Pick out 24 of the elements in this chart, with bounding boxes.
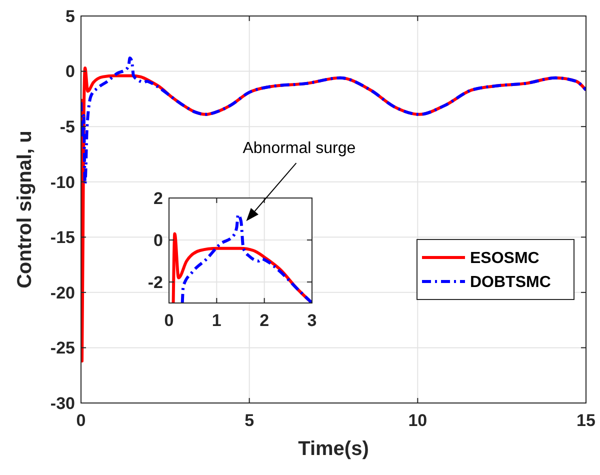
legend-label: ESOSMC bbox=[470, 250, 540, 268]
y-tick-label: -20 bbox=[50, 283, 75, 302]
line-series bbox=[180, 213, 312, 303]
x-tick-label: 2 bbox=[260, 311, 270, 330]
y-tick-label: -5 bbox=[60, 118, 75, 137]
line-series bbox=[81, 56, 586, 186]
y-tick-label: -25 bbox=[50, 338, 75, 358]
y-tick-label: 0 bbox=[66, 62, 75, 82]
x-tick-label: 15 bbox=[576, 411, 596, 430]
y-tick-label: 5 bbox=[66, 6, 75, 26]
x-tick-label: 10 bbox=[408, 411, 428, 430]
x-axis-title: Time(s) bbox=[298, 438, 369, 460]
y-tick-label: -10 bbox=[50, 172, 75, 192]
y-tick-label: -30 bbox=[50, 394, 75, 413]
annotation: Abnormal surge bbox=[242, 140, 356, 158]
x-tick-label: 1 bbox=[212, 311, 222, 330]
y-tick-label: 0 bbox=[154, 230, 163, 250]
y-tick-label: -2 bbox=[148, 272, 163, 292]
y-axis-title: Control signal, u bbox=[14, 130, 36, 288]
y-tick-label: -15 bbox=[50, 228, 75, 248]
x-tick-label: 5 bbox=[244, 411, 254, 430]
y-tick-label: 2 bbox=[154, 188, 163, 208]
legend-label: DOBTSMC bbox=[470, 274, 552, 292]
x-tick-label: 3 bbox=[307, 311, 317, 330]
